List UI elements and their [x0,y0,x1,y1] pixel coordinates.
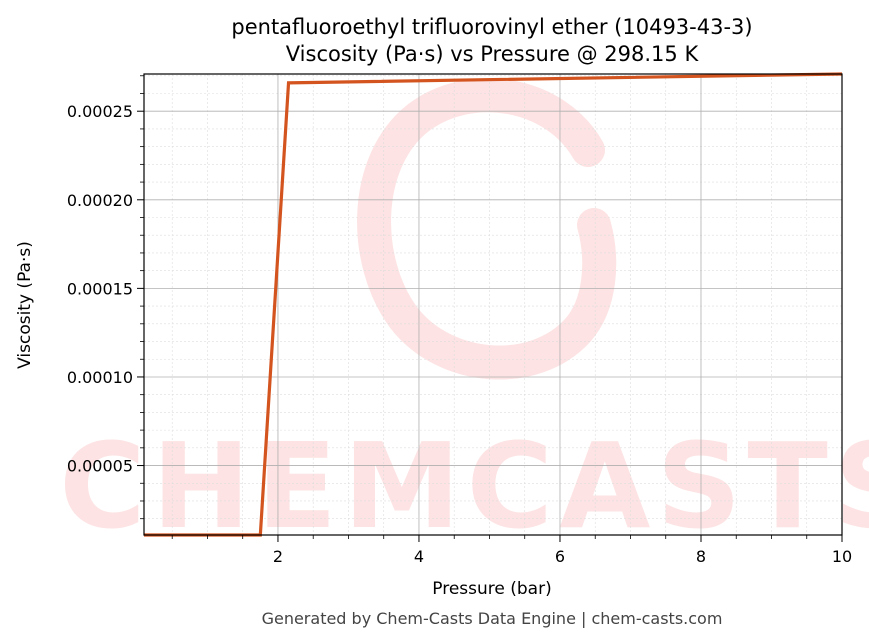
y-tick-label: 0.00015 [67,279,133,298]
y-tick-label: 0.00020 [67,191,133,210]
y-axis-label: Viscosity (Pa·s) [15,241,35,369]
major-grid [144,74,843,535]
x-tick-label: 8 [696,547,706,566]
x-axis: 2 4 6 8 10 [171,535,852,566]
x-tick-label: 6 [555,547,565,566]
x-tick-label: 4 [414,547,424,566]
chart-subtitle: Viscosity (Pa·s) vs Pressure @ 298.15 K [286,42,700,66]
x-tick-label: 2 [273,547,283,566]
y-tick-label: 0.00025 [67,102,133,121]
y-tick-label: 0.00010 [67,368,133,387]
x-tick-label: 10 [832,547,852,566]
y-axis: 0.00005 0.00010 0.00015 0.00020 0.00025 [67,75,144,520]
chart-title: pentafluoroethyl trifluorovinyl ether (1… [231,15,752,39]
footer-credit: Generated by Chem-Casts Data Engine | ch… [262,609,723,628]
watermark-text: CHEMCASTS [59,417,869,555]
watermark-logo-arc [357,78,617,380]
x-axis-label: Pressure (bar) [432,579,551,599]
watermark: CHEMCASTS [59,78,869,555]
plot-frame [143,73,843,536]
y-tick-label: 0.00005 [67,457,133,476]
